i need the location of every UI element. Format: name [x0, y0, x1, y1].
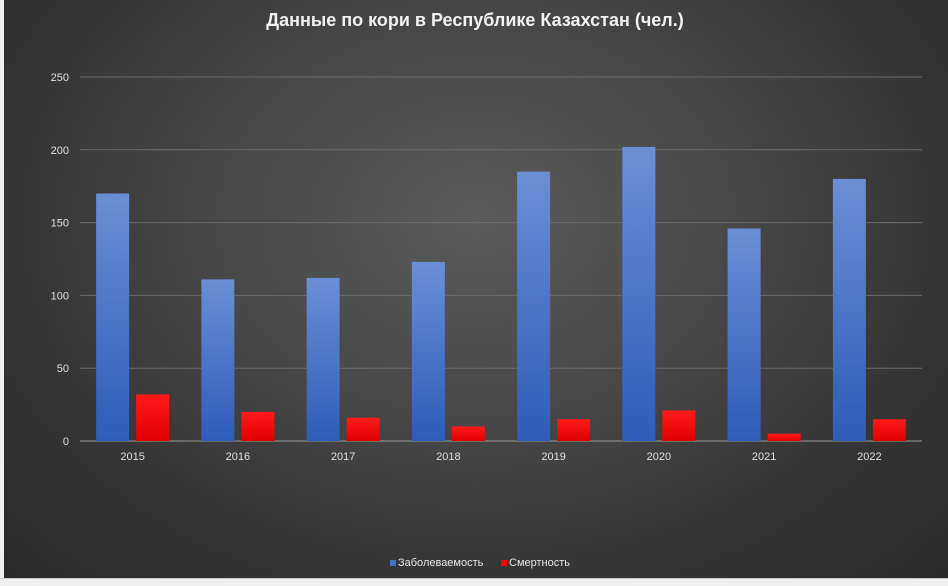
bar-incidence[interactable] [832, 178, 866, 442]
bar-incidence[interactable] [517, 171, 551, 441]
x-tick-label: 2019 [541, 451, 565, 463]
bar-incidence[interactable] [411, 261, 445, 441]
legend: Заболеваемость Смертность [390, 557, 570, 569]
bar-mortality[interactable] [451, 426, 485, 441]
x-tick-label: 2021 [752, 451, 776, 463]
bar-incidence[interactable] [306, 277, 340, 441]
bar-incidence[interactable] [201, 279, 235, 441]
y-tick-label: 250 [51, 72, 69, 84]
bar-mortality[interactable] [346, 417, 380, 441]
x-tick-label: 2016 [226, 451, 250, 463]
x-tick-label: 2015 [120, 451, 144, 463]
x-tick-label: 2020 [647, 451, 671, 463]
y-tick-label: 50 [57, 363, 69, 375]
chart-title: Данные по кори в Республике Казахстан (ч… [266, 10, 683, 30]
bar-mortality[interactable] [872, 419, 906, 441]
bar-mortality[interactable] [241, 411, 275, 441]
bar-incidence[interactable] [96, 193, 130, 441]
bar-mortality[interactable] [662, 410, 696, 441]
bar-mortality[interactable] [136, 394, 170, 441]
bar-incidence[interactable] [727, 228, 761, 441]
x-axis-ticks: 2015 2016 2017 2018 2019 2020 2021 2022 [120, 451, 881, 463]
y-tick-label: 0 [63, 436, 69, 448]
x-tick-label: 2017 [331, 451, 355, 463]
x-tick-label: 2022 [857, 451, 881, 463]
y-axis-ticks: 0 50 100 150 200 250 [51, 72, 69, 448]
legend-label-incidence: Заболеваемость [398, 557, 484, 569]
legend-swatch-incidence [390, 560, 396, 566]
legend-label-mortality: Смертность [509, 557, 570, 569]
y-tick-label: 200 [51, 145, 69, 157]
y-tick-label: 150 [51, 218, 69, 230]
bar-incidence[interactable] [622, 146, 656, 441]
chart-area[interactable]: Данные по кори в Республике Казахстан (ч… [4, 0, 948, 578]
x-tick-label: 2018 [436, 451, 460, 463]
gridlines [80, 76, 922, 442]
sheet-tab-strip [0, 578, 948, 586]
bar-mortality[interactable] [767, 433, 801, 441]
bar-mortality[interactable] [557, 419, 591, 441]
legend-swatch-mortality [501, 560, 507, 566]
bars [96, 146, 906, 442]
bar-chart: Данные по кори в Республике Казахстан (ч… [51, 10, 922, 569]
y-tick-label: 100 [51, 290, 69, 302]
